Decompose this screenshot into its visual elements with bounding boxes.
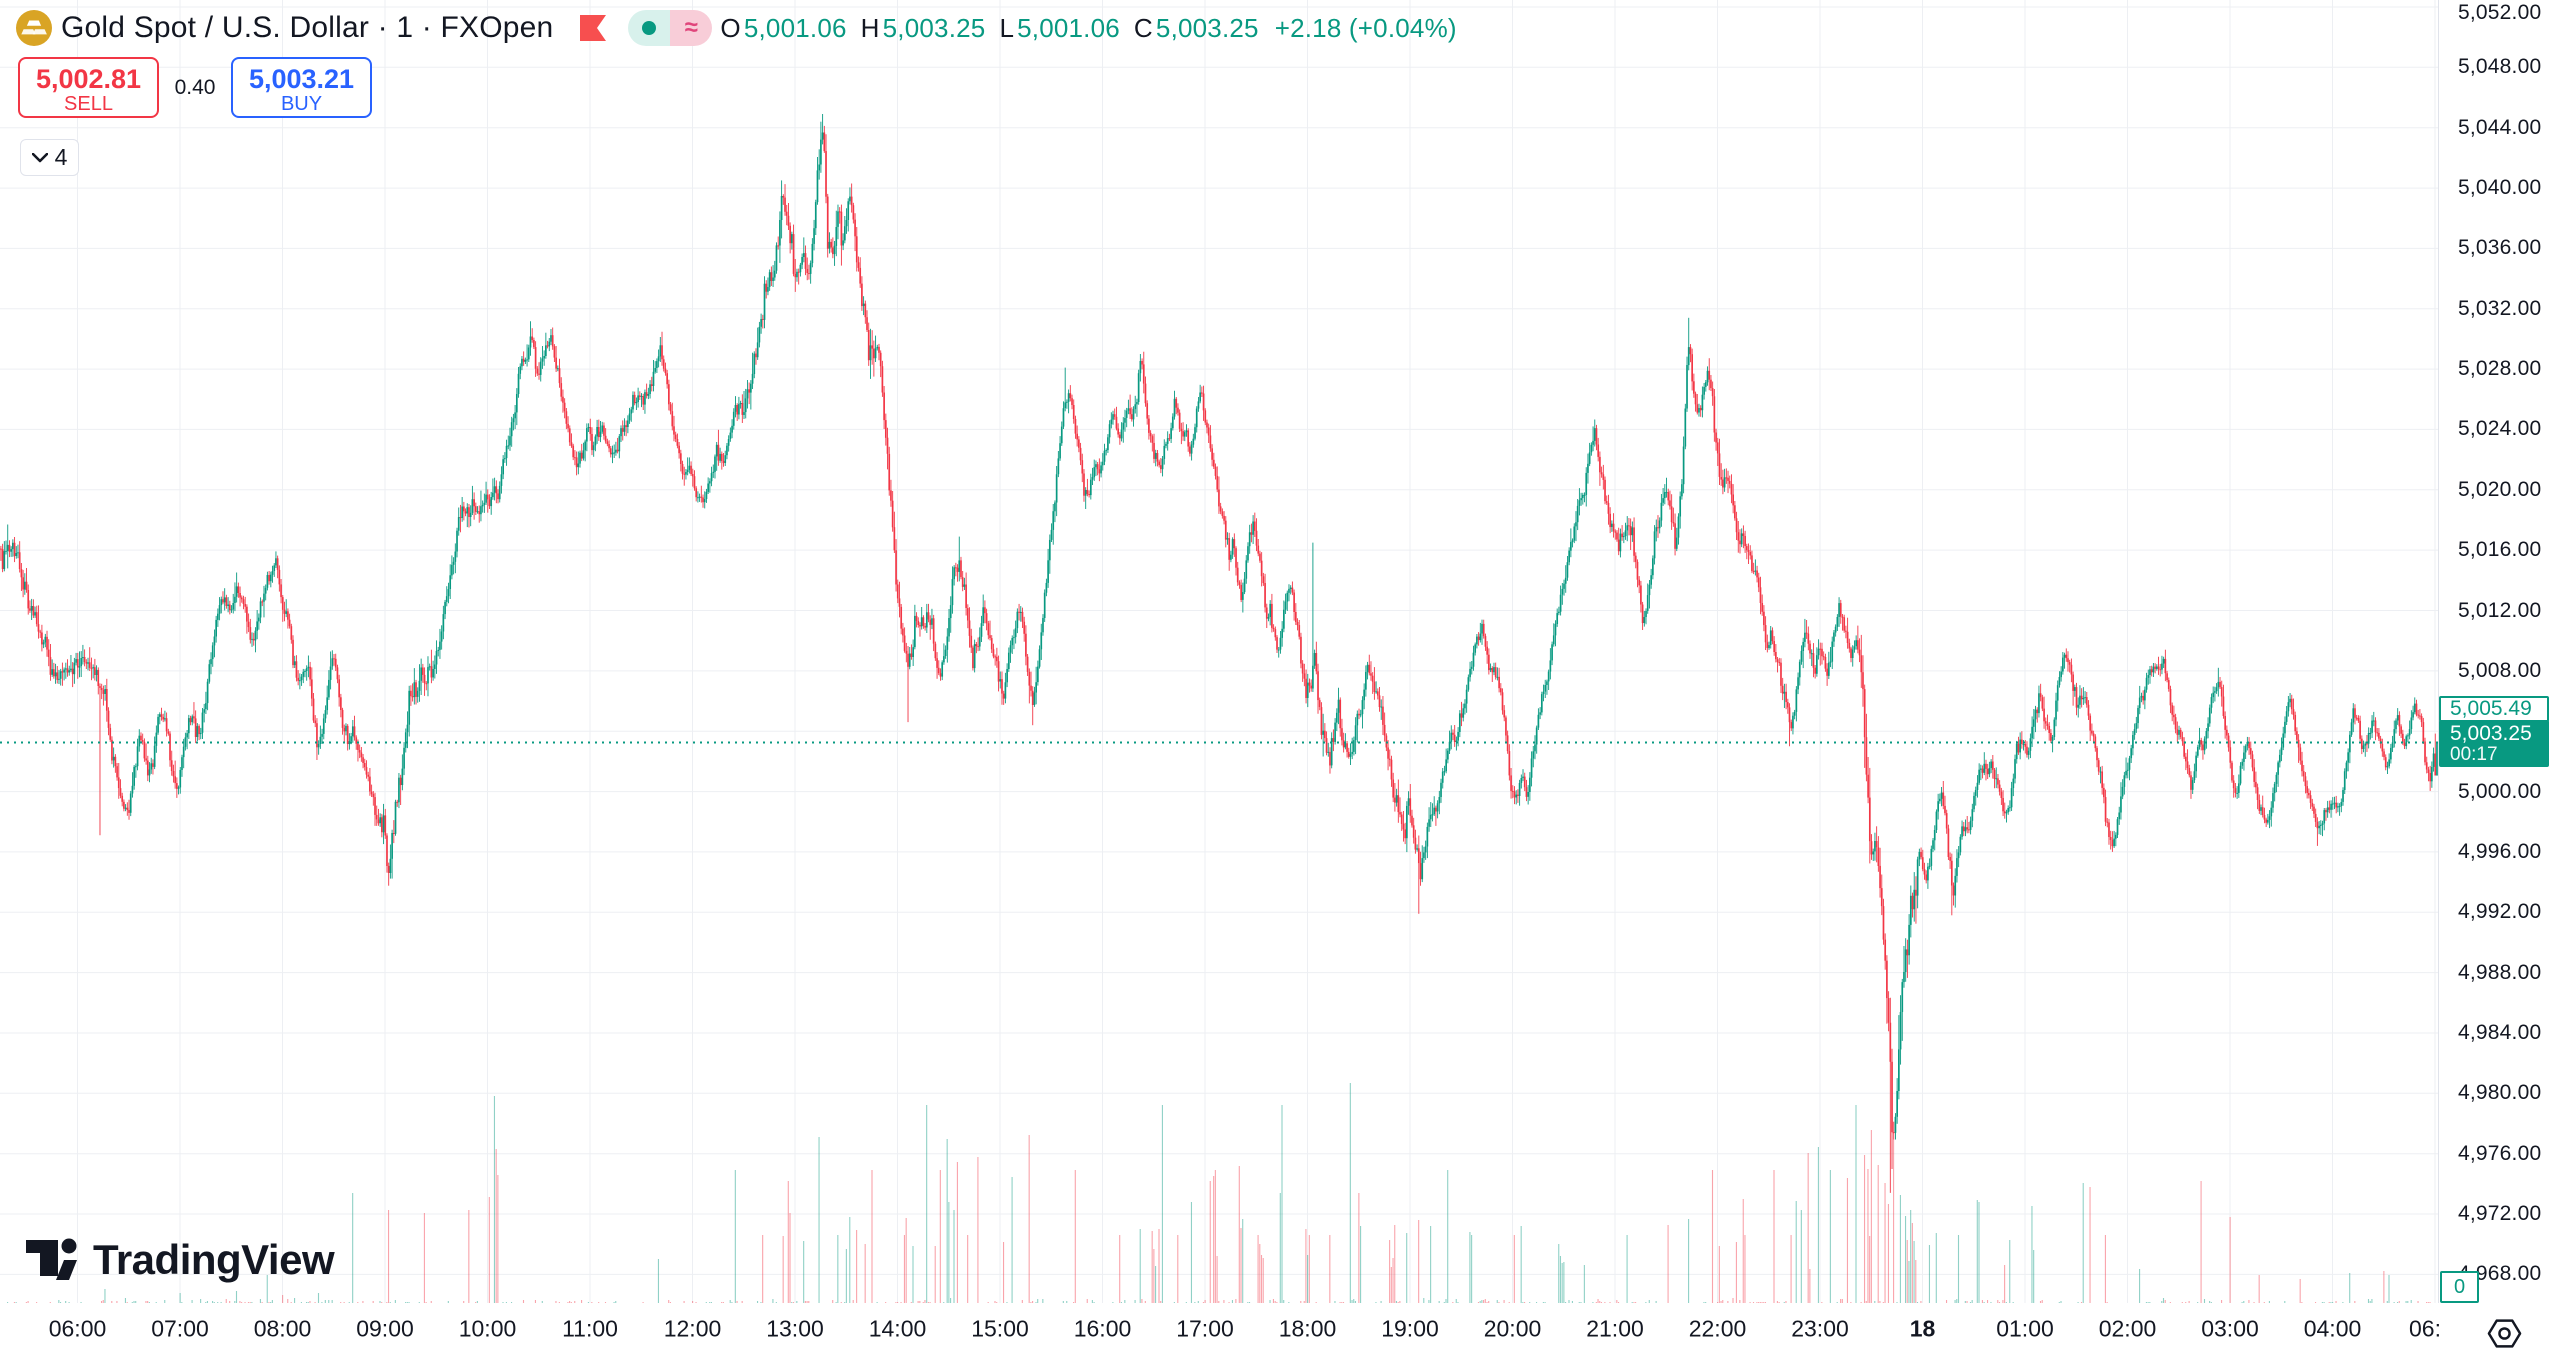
tradingview-watermark[interactable]: TradingView xyxy=(22,1236,335,1284)
price-axis-label: 4,980.00 xyxy=(2458,1081,2542,1105)
time-axis-label: 11:00 xyxy=(562,1315,618,1342)
price-axis-label: 4,972.00 xyxy=(2458,1202,2542,1225)
candles xyxy=(0,114,2438,1193)
approx-icon: ≈ xyxy=(684,14,698,41)
low-value: 5,001.06 xyxy=(1017,12,1120,43)
open-label: O xyxy=(720,12,741,43)
price-axis-label: 5,032.00 xyxy=(2458,296,2542,320)
buy-button[interactable]: 5,003.21 BUY xyxy=(231,57,372,118)
candlestick-chart[interactable] xyxy=(0,0,2438,1303)
time-axis-label: 18:00 xyxy=(1278,1315,1337,1342)
price-axis-label: 5,008.00 xyxy=(2458,658,2542,682)
price-axis-label: 4,992.00 xyxy=(2458,900,2542,924)
order-panel: 5,002.81 SELL 0.40 5,003.21 BUY xyxy=(18,57,372,118)
time-axis-label: 13:00 xyxy=(766,1315,824,1342)
change-value: +2.18 (+0.04%) xyxy=(1274,12,1457,43)
time-axis-label: 06: xyxy=(2409,1315,2441,1342)
ohlc-readout: O 5,001.06 H 5,003.25 L 5,001.06 C 5,003.25 … xyxy=(720,13,1456,44)
low-label: L xyxy=(999,12,1015,43)
dot-marker-toggle[interactable] xyxy=(628,10,671,46)
price-axis-label: 5,028.00 xyxy=(2458,357,2542,381)
chart-header: Gold Spot / U.S. Dollar · 1 · FXOpen ≈ O… xyxy=(16,8,1457,48)
time-axis-label: 21:00 xyxy=(1586,1315,1644,1342)
flag-icon[interactable] xyxy=(578,13,608,43)
price-axis[interactable]: 5,052.00 5,048.00 5,044.00 5,040.00 5,036.00… xyxy=(2438,0,2560,1303)
price-axis-label: 5,000.00 xyxy=(2458,779,2542,803)
price-axis-label: 5,024.00 xyxy=(2458,417,2542,441)
close-value: 5,003.25 xyxy=(1155,12,1259,43)
chart-plot-area[interactable] xyxy=(0,0,2438,1303)
bar-countdown: 00:17 xyxy=(2450,744,2498,765)
time-axis-label: 12:00 xyxy=(663,1315,722,1342)
time-axis-label: 04:00 xyxy=(2303,1315,2362,1342)
time-axis-label: 09:00 xyxy=(356,1315,414,1342)
close-label: C xyxy=(1133,12,1153,43)
tradingview-watermark-text: TradingView xyxy=(93,1236,335,1283)
sell-price: 5,002.81 xyxy=(35,64,142,94)
time-axis-label: 18 xyxy=(1909,1315,1936,1342)
spread-value: 0.40 xyxy=(174,75,216,99)
price-axis-label: 5,016.00 xyxy=(2458,538,2542,562)
time-axis-label: 08:00 xyxy=(253,1315,312,1342)
open-value: 5,001.06 xyxy=(743,12,847,43)
time-axis-label: 01:00 xyxy=(1996,1315,2054,1342)
price-axis-label: 4,996.00 xyxy=(2458,839,2542,863)
time-axis[interactable]: 06:00 07:00 08:00 09:00 10:00 11:00 12:00 13:00… xyxy=(0,1303,2560,1355)
gold-bars-icon xyxy=(16,10,52,46)
chevron-down-icon xyxy=(31,152,48,162)
tradingview-logo-icon xyxy=(26,1238,77,1280)
time-axis-label: 10:00 xyxy=(458,1315,517,1342)
price-axis-label: 5,020.00 xyxy=(2458,477,2542,501)
price-axis-label: 4,984.00 xyxy=(2458,1021,2542,1044)
time-axis-label: 15:00 xyxy=(971,1315,1029,1342)
price-axis-label: 5,036.00 xyxy=(2458,236,2542,260)
buy-label: BUY xyxy=(280,93,323,115)
time-axis-label: 17:00 xyxy=(1176,1315,1234,1342)
secondary-price-label: 5,005.49 xyxy=(2439,696,2549,722)
indicator-count-dropdown[interactable]: 4 xyxy=(20,139,79,176)
last-price-value: 5,003.25 xyxy=(2450,722,2532,745)
grid xyxy=(0,0,2438,1303)
price-axis-label: 5,012.00 xyxy=(2458,598,2542,622)
symbol-title[interactable]: Gold Spot / U.S. Dollar · 1 · FXOpen xyxy=(61,11,554,44)
time-axis-label: 06:00 xyxy=(48,1315,107,1342)
time-axis-label: 16:00 xyxy=(1073,1315,1132,1342)
volume-value-label: 0 xyxy=(2440,1271,2479,1303)
price-axis-label: 5,048.00 xyxy=(2458,55,2542,79)
buy-price: 5,003.21 xyxy=(248,64,355,94)
settings-gear-icon[interactable] xyxy=(2486,1317,2523,1350)
approx-marker-toggle[interactable]: ≈ xyxy=(670,10,713,46)
time-axis-label: 07:00 xyxy=(151,1315,209,1342)
high-label: H xyxy=(860,12,880,43)
price-axis-label: 5,052.00 xyxy=(2458,1,2542,24)
time-axis-label: 03:00 xyxy=(2201,1315,2259,1342)
time-axis-label: 23:00 xyxy=(1791,1315,1849,1342)
marker-toggle: ≈ xyxy=(628,10,713,46)
price-axis-label: 5,044.00 xyxy=(2458,115,2542,139)
price-axis-label: 5,040.00 xyxy=(2458,176,2542,200)
volume-bars xyxy=(7,1083,2431,1303)
time-axis-label: 20:00 xyxy=(1483,1315,1542,1342)
price-axis-label: 4,988.00 xyxy=(2458,960,2542,984)
time-axis-label: 14:00 xyxy=(868,1315,927,1342)
time-axis-label: 22:00 xyxy=(1688,1315,1747,1342)
sell-button[interactable]: 5,002.81 SELL xyxy=(18,57,159,118)
high-value: 5,003.25 xyxy=(882,12,986,43)
price-axis-label: 4,976.00 xyxy=(2458,1141,2542,1165)
sell-label: SELL xyxy=(64,93,113,115)
indicator-count: 4 xyxy=(54,144,68,170)
last-price-label: 5,003.25 00:17 xyxy=(2439,720,2549,767)
time-axis-label: 19:00 xyxy=(1381,1315,1439,1342)
time-axis-label: 02:00 xyxy=(2098,1315,2157,1342)
dot-icon xyxy=(642,21,657,35)
